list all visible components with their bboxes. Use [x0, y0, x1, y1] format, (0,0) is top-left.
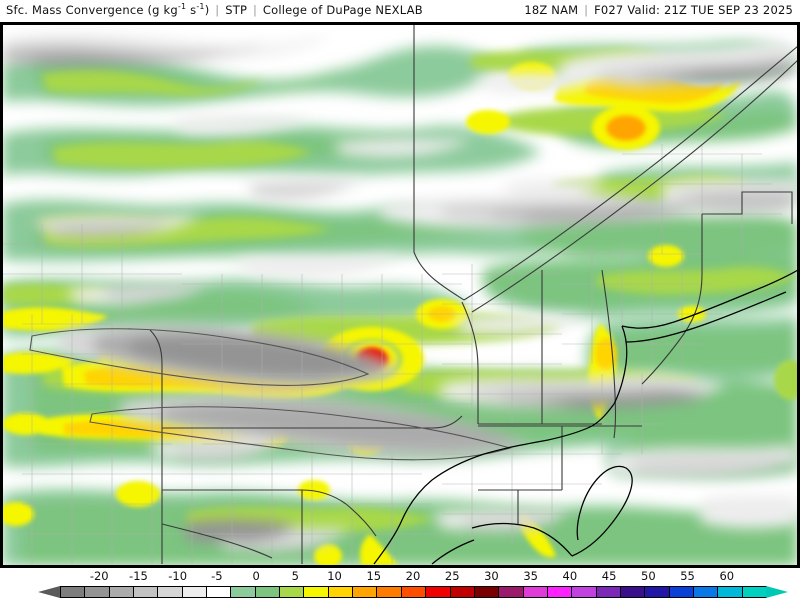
- colorbar-tick: 20: [405, 569, 421, 583]
- header-title-right: 18Z NAM | F027 Valid: 21Z TUE SEP 23 202…: [524, 3, 793, 17]
- colorbar-tick-labels: -20 -15 -10 -5 0 5 10 15 20 25 30 35 40 45 50 55 60: [0, 568, 800, 585]
- colorbar[interactable]: -20 -15 -10 -5 0 5 10 15 20 25 30 35 40 45 50 55 60: [0, 568, 800, 600]
- colorbar-tick: 35: [523, 569, 538, 583]
- model-run-label: 18Z NAM: [524, 3, 579, 17]
- colorbar-swatch[interactable]: [279, 586, 305, 598]
- colorbar-tick: 30: [484, 569, 499, 583]
- colorbar-tick: 40: [562, 569, 578, 583]
- colorbar-swatch[interactable]: [717, 586, 743, 598]
- units-suffix: ): [204, 3, 210, 17]
- field-label: Sfc. Mass Convergence: [6, 3, 144, 17]
- colorbar-swatch[interactable]: [60, 586, 86, 598]
- header-separator-3: |: [584, 3, 589, 17]
- header-separator-1: |: [215, 3, 220, 17]
- colorbar-swatch[interactable]: [741, 586, 767, 598]
- convergence-field-plot[interactable]: [2, 24, 798, 566]
- colorbar-swatch[interactable]: [571, 586, 597, 598]
- field-units: (g kg-1 s-1): [147, 3, 213, 17]
- colorbar-swatch[interactable]: [498, 586, 524, 598]
- colorbar-swatch[interactable]: [449, 586, 475, 598]
- colorbar-swatch[interactable]: [473, 586, 500, 598]
- colorbar-swatch[interactable]: [376, 586, 402, 598]
- coastline: [373, 269, 798, 565]
- valid-time-label: Valid: 21Z TUE SEP 23 2025: [627, 3, 793, 17]
- colorbar-extend-max-arrow: [766, 586, 788, 598]
- header-bar: Sfc. Mass Convergence (g kg-1 s-1) | STP…: [0, 0, 800, 22]
- colorbar-swatch[interactable]: [522, 586, 548, 598]
- header-title-left: Sfc. Mass Convergence (g kg-1 s-1) | STP…: [6, 3, 423, 17]
- units-middle: s: [186, 3, 197, 17]
- colorbar-extend-min-arrow: [38, 586, 60, 598]
- map-frame[interactable]: [0, 22, 800, 568]
- colorbar-tick: 25: [444, 569, 460, 583]
- colorbar-tick: 45: [601, 569, 617, 583]
- header-separator-2: |: [252, 3, 258, 17]
- colorbar-swatch[interactable]: [303, 586, 329, 598]
- colorbar-swatch[interactable]: [692, 586, 719, 598]
- colorbar-swatch[interactable]: [181, 586, 208, 598]
- units-prefix: (g kg: [147, 3, 178, 17]
- colorbar-swatch[interactable]: [206, 586, 232, 598]
- colorbar-swatch[interactable]: [668, 586, 694, 598]
- units-exponent-2: -1: [196, 2, 205, 12]
- colorbar-swatch[interactable]: [546, 586, 573, 598]
- colorbar-tick: -15: [129, 569, 148, 583]
- colorbar-tick: 55: [680, 569, 695, 583]
- colorbar-tick: 50: [641, 569, 656, 583]
- colorbar-swatch[interactable]: [425, 586, 451, 598]
- colorbar-swatch[interactable]: [619, 586, 646, 598]
- forecast-hour-label: F027: [594, 3, 624, 17]
- colorbar-swatch[interactable]: [108, 586, 135, 598]
- county-boundaries: [2, 144, 782, 564]
- station-label: STP: [225, 3, 248, 17]
- colorbar-swatch[interactable]: [254, 586, 281, 598]
- colorbar-tick: 10: [327, 569, 342, 583]
- map-border: [2, 24, 798, 566]
- colorbar-swatch[interactable]: [157, 586, 183, 598]
- colorbar-tick: -5: [211, 569, 223, 583]
- provider-label: College of DuPage NEXLAB: [262, 3, 423, 17]
- colorbar-tick: -20: [89, 569, 109, 583]
- colorbar-swatch[interactable]: [327, 586, 354, 598]
- colorbar-swatch[interactable]: [400, 586, 427, 598]
- colorbar-swatches[interactable]: [0, 586, 800, 599]
- colorbar-tick: 60: [719, 569, 735, 583]
- colorbar-swatch[interactable]: [133, 586, 159, 598]
- colorbar-swatch[interactable]: [230, 586, 256, 598]
- colorbar-tick: 0: [252, 569, 260, 583]
- colorbar-tick: -10: [168, 569, 188, 583]
- colorbar-tick: 5: [291, 569, 299, 583]
- units-exponent-1: -1: [177, 2, 187, 12]
- colorbar-swatch[interactable]: [352, 586, 378, 598]
- colorbar-swatch[interactable]: [644, 586, 670, 598]
- colorbar-swatch[interactable]: [595, 586, 621, 598]
- colorbar-tick: 15: [366, 569, 382, 583]
- colorbar-swatch[interactable]: [84, 586, 110, 598]
